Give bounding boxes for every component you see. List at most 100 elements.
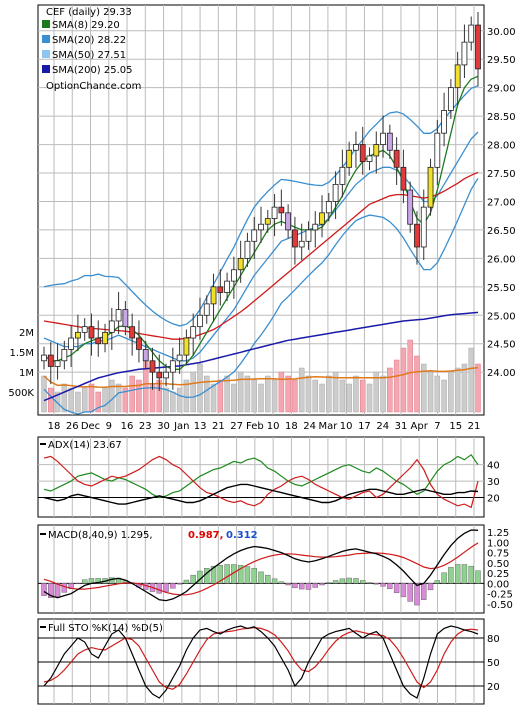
volume-bar [115, 383, 122, 413]
volume-bar [434, 375, 441, 413]
stoch-title: Full STO %K(14) %D(5) [48, 623, 163, 634]
x-tick-label: Feb [246, 421, 264, 432]
adx-plus-di-line [43, 453, 479, 499]
legend-swatch-sma8 [42, 20, 50, 28]
candle-body [217, 286, 224, 293]
x-tick-label: 17 [358, 421, 371, 432]
candle-body [251, 229, 258, 242]
volume-bar [366, 383, 373, 413]
candle-body [454, 64, 461, 89]
y-tick-label: 25.50 [487, 283, 516, 294]
x-tick-label: 30 [157, 421, 170, 432]
volume-bar [448, 371, 454, 413]
macd-histogram-bar [305, 583, 312, 590]
candle-body [305, 229, 312, 242]
volume-bar [136, 379, 142, 413]
candle-body [427, 166, 434, 208]
macd-histogram-bar [461, 564, 468, 584]
candle-body [325, 201, 332, 214]
volume-bar [427, 371, 434, 413]
candle-body [475, 24, 481, 70]
macd-histogram-bar [414, 583, 420, 606]
candle-body [278, 206, 285, 214]
candle-body [400, 166, 407, 191]
volume-bar [373, 371, 380, 413]
macd-histogram-bar [312, 583, 318, 588]
legend-sma8: SMA(8) 29.20 [52, 20, 120, 31]
volume-bar [265, 375, 271, 413]
volume-bar [88, 383, 95, 413]
x-tick-label: 31 [395, 421, 408, 432]
macd-histogram-bar [237, 565, 244, 584]
candle-body [136, 337, 142, 350]
candle-body [386, 132, 393, 151]
macd-histogram-bar [332, 580, 339, 584]
volume-bar [258, 383, 264, 413]
sma50-line [43, 171, 479, 340]
y-tick-label: 26.00 [487, 254, 516, 265]
volume-bar [251, 379, 257, 413]
candle-body [102, 331, 108, 345]
stoch-tick-label: 20 [487, 682, 500, 693]
volume-bar [353, 375, 359, 413]
candle-body [414, 223, 420, 248]
candle-body [461, 41, 468, 66]
y-tick-label: 27.50 [487, 169, 516, 180]
macd-histogram-bar [292, 583, 298, 589]
y-tick-label: 28.50 [487, 112, 516, 123]
macd-histogram-bar [251, 567, 257, 584]
stoch-d-line [43, 626, 479, 690]
y-tick-label: 30.00 [487, 27, 516, 38]
candle-body [244, 240, 251, 259]
candle-body [264, 218, 271, 225]
x-tick-label: 24 [376, 421, 389, 432]
volume-bar [129, 375, 135, 413]
volume-bar [400, 347, 407, 413]
candle-body [54, 360, 61, 367]
candle-body [468, 24, 475, 43]
stoch-tick-label: 80 [487, 634, 500, 645]
x-tick-label: 21 [468, 421, 481, 432]
candle-body [183, 337, 190, 356]
volume-bar [163, 387, 169, 413]
macd-histogram-bar [54, 583, 61, 598]
candle-body [68, 337, 75, 350]
x-tick-label: 18 [285, 421, 298, 432]
volume-bar [204, 375, 210, 413]
y-tick-label: 24.50 [487, 340, 516, 351]
macd-histogram-bar [298, 583, 305, 590]
candle-body [292, 229, 298, 248]
macd-histogram-bar [278, 581, 285, 584]
macd-histogram-bar [421, 583, 427, 600]
macd-signal-line [43, 542, 479, 596]
volume-tick-label: 1.5M [9, 348, 34, 359]
candle-body [366, 155, 373, 163]
adx-minus-di-line [43, 455, 479, 509]
adx-tick-label: 30 [487, 477, 500, 488]
volume-bar [312, 379, 318, 413]
macd-histogram-bar [75, 583, 81, 585]
candle-body [298, 240, 305, 248]
macd-histogram-bar [217, 565, 224, 584]
macd-histogram-bar [353, 578, 359, 584]
y-tick-label: 26.50 [487, 226, 516, 237]
adx-title: ADX(14) 23.67 [48, 440, 122, 451]
volume-bar [271, 379, 278, 413]
volume-bar [176, 387, 183, 413]
legend-sma200: SMA(200) 25.05 [52, 65, 133, 76]
volume-bar [359, 379, 366, 413]
macd-histogram-bar [427, 583, 434, 591]
candle-body [312, 223, 319, 231]
x-tick-label: 15 [449, 421, 462, 432]
candle-body [95, 337, 102, 345]
volume-bar [339, 379, 346, 413]
macd-histogram-bar [454, 564, 461, 584]
macd-histogram-bar [366, 582, 373, 584]
macd-tick-label: 0.25 [487, 569, 509, 580]
macd-line [43, 529, 479, 602]
candle-body [434, 132, 441, 168]
macd-histogram-bar [441, 572, 447, 584]
macd-title: MACD(8,40,9) 1.295, [48, 530, 153, 541]
candle-body [380, 132, 386, 145]
candle-body [176, 354, 183, 362]
